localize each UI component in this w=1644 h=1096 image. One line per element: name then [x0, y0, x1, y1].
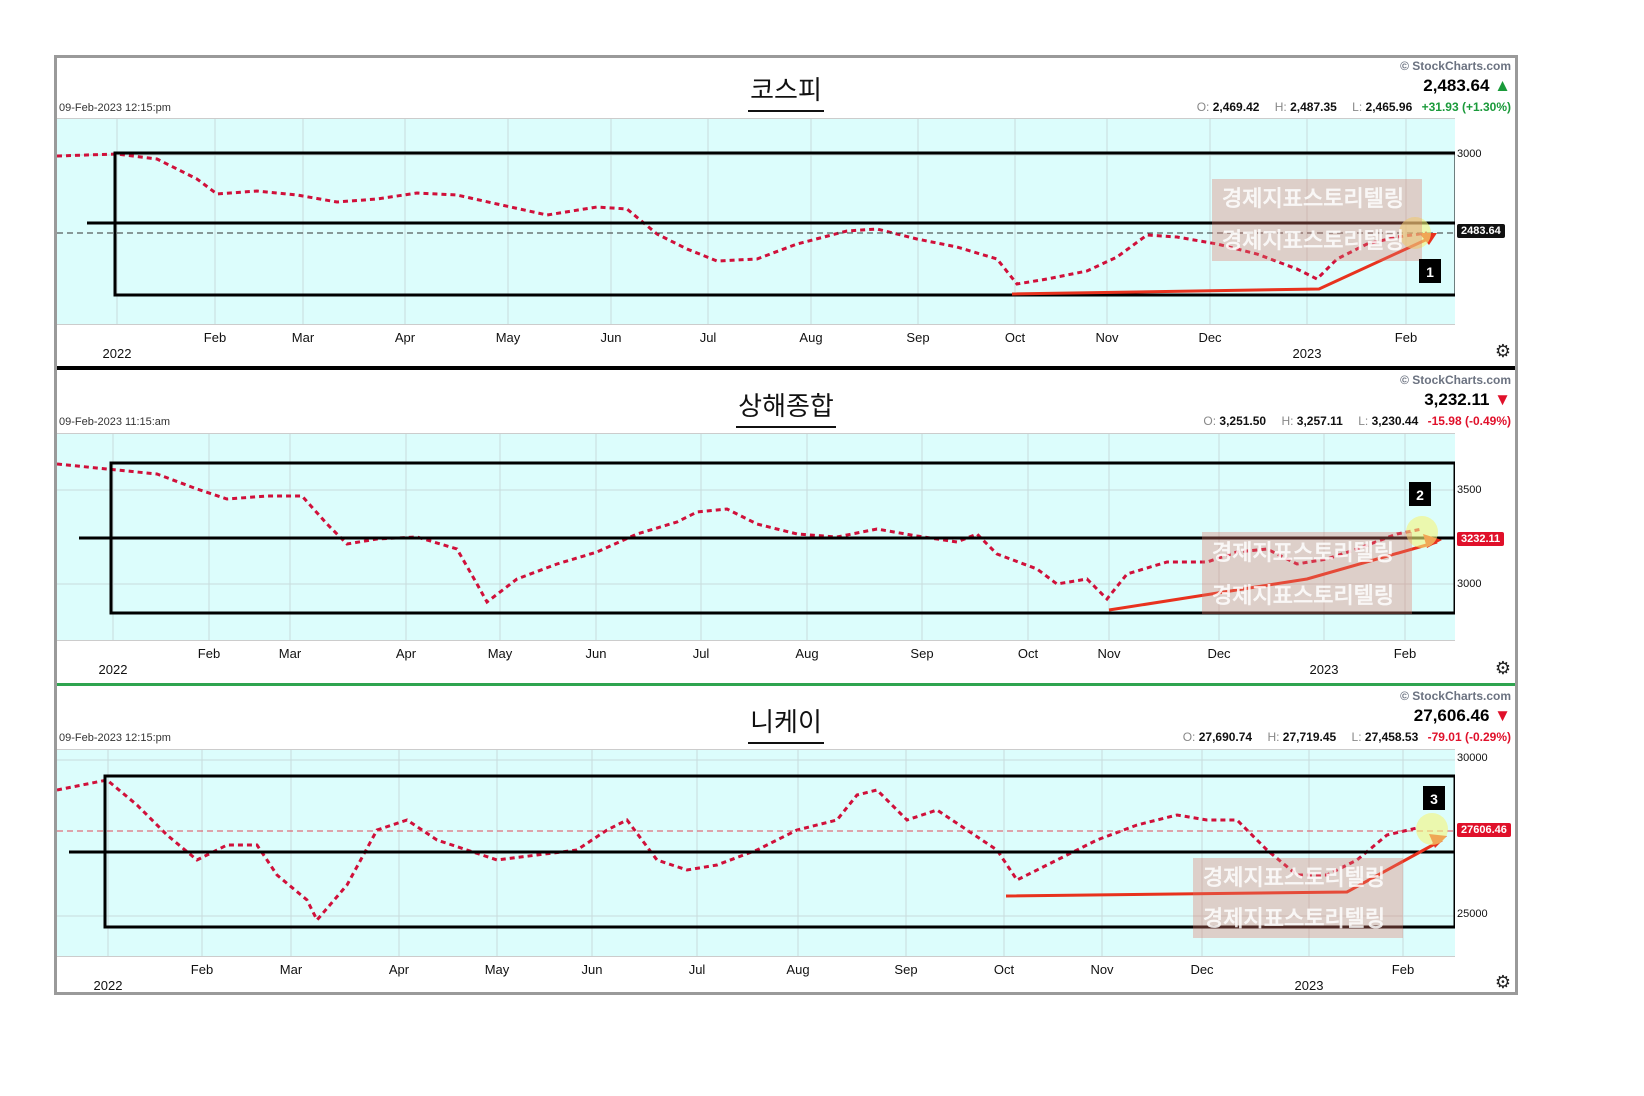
y-tick: 3000	[1457, 148, 1482, 160]
timestamp: 09-Feb-2023 12:15:pm	[59, 732, 171, 744]
panel-divider	[57, 683, 1515, 686]
y-tick: 25000	[1457, 908, 1488, 920]
chart-title: 니케이	[57, 702, 1515, 744]
panel-shanghai: 상해종합 © StockCharts.com 3,232.11 ▼ O: 3,2…	[57, 372, 1515, 684]
last-price: 27,606.46 ▼	[1413, 706, 1511, 725]
svg-text:1: 1	[1426, 264, 1434, 280]
panel-nikkei: 니케이 © StockCharts.com 27,606.46 ▼ O: 27,…	[57, 688, 1515, 994]
price-tag: 3232.11	[1457, 532, 1505, 546]
last-price: 3,232.11 ▼	[1424, 390, 1511, 409]
plot-area[interactable]: 경제지표스토리텔링 경제지표스토리텔링 3	[57, 749, 1455, 957]
down-arrow-icon: ▼	[1494, 706, 1511, 725]
timestamp: 09-Feb-2023 11:15:am	[59, 416, 171, 428]
ohlc-line: O: 2,469.42 H: 2,487.35 L: 2,465.96 +31.…	[1196, 100, 1511, 114]
down-arrow-icon: ▼	[1494, 390, 1511, 409]
candlestick-chart: 경제지표스토리텔링 경제지표스토리텔링 1	[57, 119, 1455, 324]
svg-text:2: 2	[1416, 487, 1424, 503]
plot-area[interactable]: 경제지표스토리텔링 경제지표스토리텔링 2	[57, 433, 1455, 641]
gear-icon[interactable]: ⚙	[1494, 972, 1511, 992]
ohlc-line: O: 27,690.74 H: 27,719.45 L: 27,458.53 -…	[1182, 730, 1511, 744]
y-tick: 3000	[1457, 578, 1482, 590]
gear-icon[interactable]: ⚙	[1494, 658, 1511, 678]
svg-text:3: 3	[1430, 791, 1438, 807]
svg-text:경제지표스토리텔링: 경제지표스토리텔링	[1203, 907, 1385, 932]
change-value: +31.93 (+1.30%)	[1421, 100, 1511, 114]
svg-text:경제지표스토리텔링: 경제지표스토리텔링	[1203, 866, 1385, 891]
svg-text:경제지표스토리텔링: 경제지표스토리텔링	[1222, 229, 1404, 254]
svg-text:경제지표스토리텔링: 경제지표스토리텔링	[1212, 584, 1394, 609]
last-price: 2,483.64 ▲	[1423, 76, 1511, 95]
chart-title: 상해종합	[57, 386, 1515, 428]
stockcharts-credit[interactable]: © StockCharts.com	[1400, 59, 1511, 73]
candlestick-chart: 경제지표스토리텔링 경제지표스토리텔링 2	[57, 434, 1455, 640]
svg-text:경제지표스토리텔링: 경제지표스토리텔링	[1222, 187, 1404, 212]
change-value: -15.98 (-0.49%)	[1427, 414, 1511, 428]
panel-divider	[57, 366, 1515, 370]
y-tick: 30000	[1457, 752, 1488, 764]
chart-title: 코스피	[57, 70, 1515, 112]
plot-area[interactable]: 경제지표스토리텔링 경제지표스토리텔링 1	[57, 118, 1455, 325]
candlestick-chart: 경제지표스토리텔링 경제지표스토리텔링 3	[57, 750, 1455, 956]
chart-frame: 코스피 © StockCharts.com 2,483.64 ▲ O: 2,46…	[54, 55, 1518, 995]
stockcharts-credit[interactable]: © StockCharts.com	[1400, 689, 1511, 703]
stockcharts-credit[interactable]: © StockCharts.com	[1400, 373, 1511, 387]
svg-text:경제지표스토리텔링: 경제지표스토리텔링	[1212, 541, 1394, 566]
ohlc-line: O: 3,251.50 H: 3,257.11 L: 3,230.44 -15.…	[1203, 414, 1511, 428]
y-tick: 3500	[1457, 484, 1482, 496]
price-tag: 2483.64	[1457, 224, 1505, 238]
panel-kospi: 코스피 © StockCharts.com 2,483.64 ▲ O: 2,46…	[57, 58, 1515, 368]
gear-icon[interactable]: ⚙	[1494, 341, 1511, 361]
price-tag: 27606.46	[1457, 823, 1511, 837]
change-value: -79.01 (-0.29%)	[1427, 730, 1511, 744]
timestamp: 09-Feb-2023 12:15:pm	[59, 102, 171, 114]
up-arrow-icon: ▲	[1494, 76, 1511, 95]
